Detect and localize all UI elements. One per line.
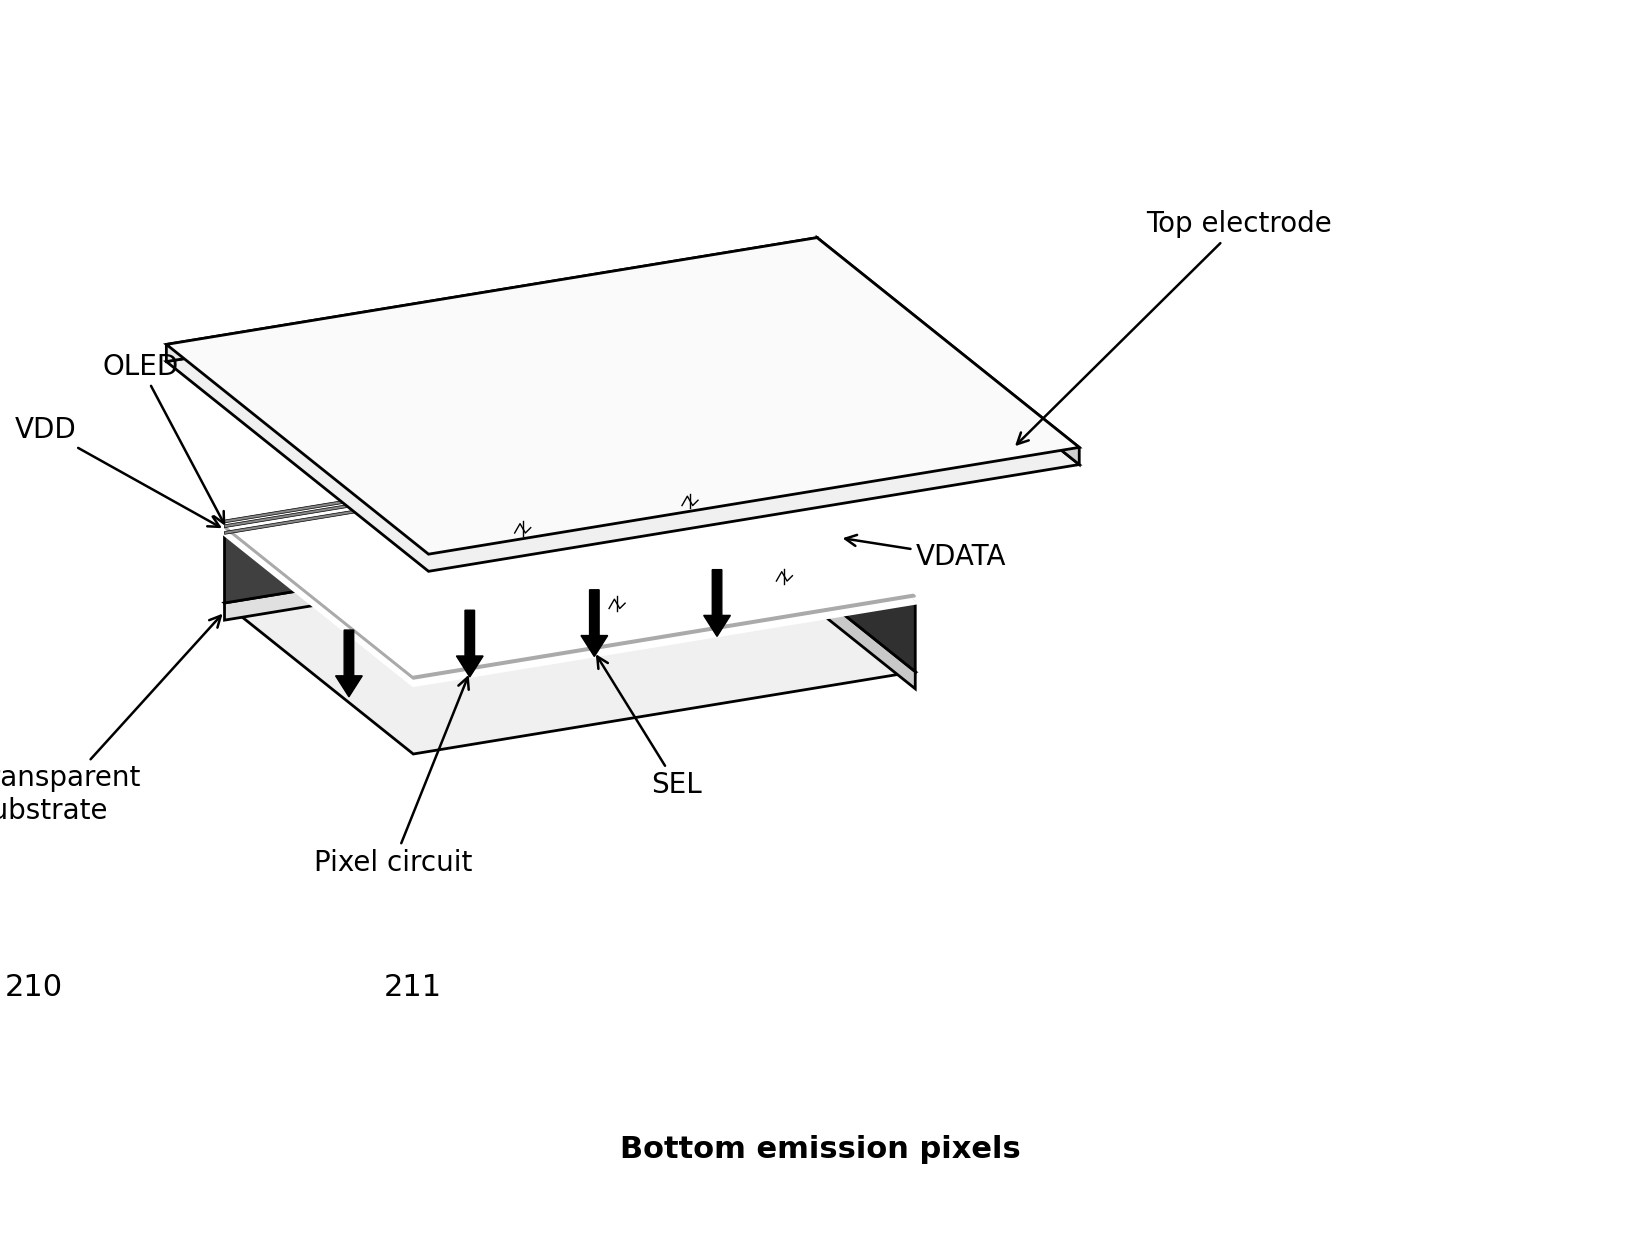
Polygon shape <box>392 480 654 582</box>
Polygon shape <box>726 521 916 689</box>
Text: 210: 210 <box>5 973 63 1002</box>
Polygon shape <box>224 441 916 674</box>
Text: Transparent
substrate: Transparent substrate <box>0 616 221 825</box>
Polygon shape <box>726 452 916 672</box>
Polygon shape <box>166 238 817 361</box>
Text: VDATA: VDATA <box>845 535 1006 571</box>
Polygon shape <box>224 442 726 527</box>
Polygon shape <box>560 452 820 554</box>
Text: SEL: SEL <box>598 657 702 799</box>
Polygon shape <box>224 445 916 679</box>
Polygon shape <box>224 521 916 754</box>
Polygon shape <box>224 437 726 523</box>
Text: Bottom emission pixels: Bottom emission pixels <box>619 1135 1021 1164</box>
FancyArrow shape <box>703 569 730 637</box>
Polygon shape <box>166 238 1079 554</box>
Polygon shape <box>320 582 581 685</box>
Polygon shape <box>224 507 486 609</box>
FancyArrow shape <box>456 611 483 677</box>
FancyArrow shape <box>336 630 362 697</box>
Polygon shape <box>224 449 726 535</box>
Text: Top electrode: Top electrode <box>1016 211 1332 445</box>
FancyArrow shape <box>581 589 608 657</box>
Text: VDD: VDD <box>15 416 219 527</box>
Polygon shape <box>224 452 726 603</box>
Polygon shape <box>224 521 726 621</box>
Text: Pixel circuit: Pixel circuit <box>315 678 473 877</box>
Polygon shape <box>224 452 916 685</box>
Polygon shape <box>166 254 1079 572</box>
Polygon shape <box>817 238 1079 465</box>
Text: OLED: OLED <box>102 353 224 523</box>
Polygon shape <box>654 527 916 630</box>
Polygon shape <box>486 554 748 658</box>
Text: 211: 211 <box>384 973 441 1002</box>
